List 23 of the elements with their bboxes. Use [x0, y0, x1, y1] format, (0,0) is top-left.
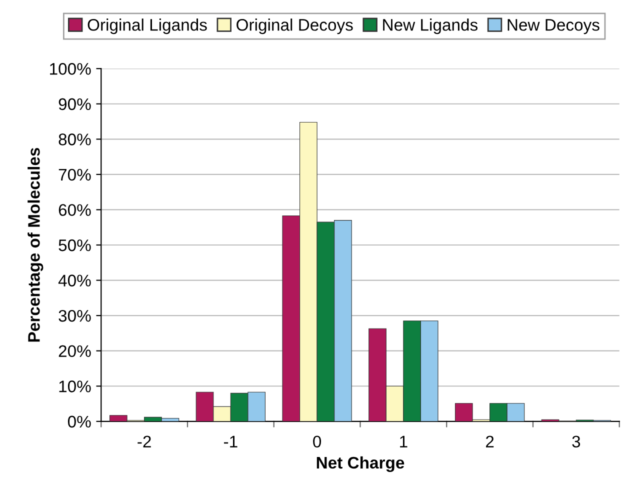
y-tick-label: 20%	[58, 345, 91, 358]
legend-label: Original Ligands	[88, 18, 207, 34]
x-tick-label: -2	[138, 436, 151, 448]
y-axis-title: Percentage of Molecules	[28, 148, 44, 342]
y-tick-label: 40%	[58, 274, 91, 286]
y-tick-label: 30%	[58, 310, 91, 322]
legend-label: New Ligands	[383, 18, 478, 34]
y-tick-label: 90%	[58, 98, 91, 110]
y-tick-label: 100%	[50, 63, 91, 75]
y-tick-label: 50%	[58, 239, 91, 252]
x-tick-label: 1	[400, 436, 408, 448]
x-tick-label: 2	[486, 436, 494, 448]
x-tick-label: -1	[224, 436, 238, 448]
y-tick-label: 10%	[59, 380, 91, 392]
y-tick-label: 60%	[58, 204, 91, 216]
x-tick-label: 0	[313, 436, 322, 448]
y-tick-label: 70%	[58, 168, 91, 181]
legend-label: Original Decoys	[236, 18, 353, 34]
y-tick-label: 80%	[58, 134, 91, 146]
x-axis-title: Net Charge	[316, 456, 404, 472]
legend-label: New Decoys	[508, 19, 600, 34]
x-tick-label: 3	[572, 436, 580, 448]
y-tick-label: 0%	[68, 416, 91, 428]
